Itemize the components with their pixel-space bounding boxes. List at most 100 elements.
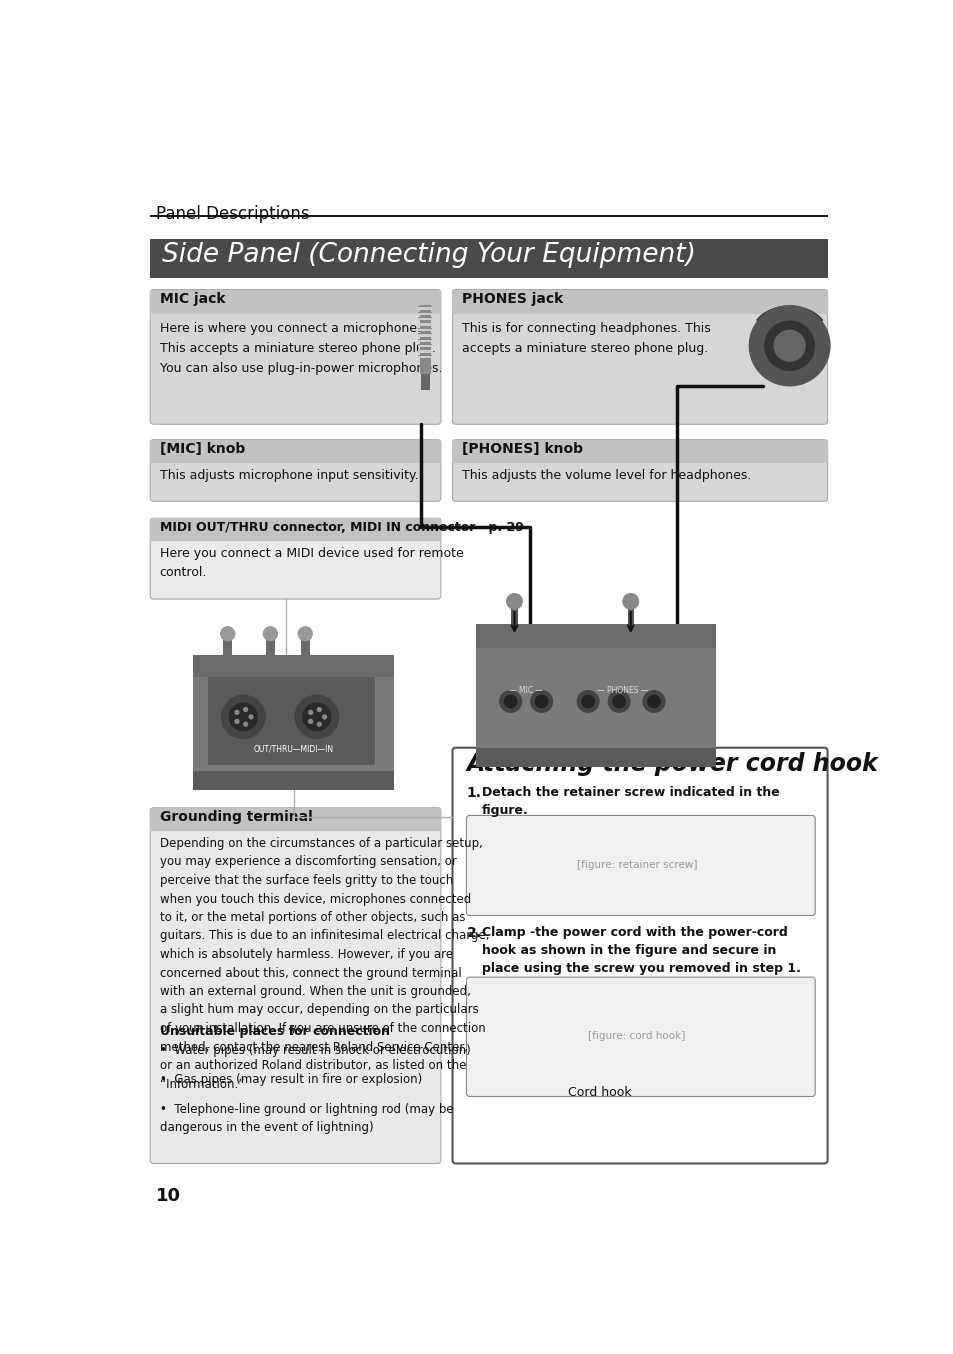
Text: Unsuitable places for connection: Unsuitable places for connection [159, 1025, 389, 1039]
Text: — MIC —: — MIC — [509, 686, 542, 695]
Circle shape [243, 722, 248, 726]
Circle shape [234, 711, 238, 715]
Bar [476, 624, 716, 766]
Text: Detach the retainer screw indicated in the
figure.: Detach the retainer screw indicated in t… [481, 787, 779, 818]
Text: 1.: 1. [466, 787, 481, 800]
Bar [418, 306, 432, 310]
Bar [418, 322, 432, 326]
FancyBboxPatch shape [452, 747, 827, 1163]
Text: This adjusts microphone input sensitivity.: This adjusts microphone input sensitivit… [159, 468, 417, 482]
Bar [418, 333, 432, 337]
Text: MIC jack: MIC jack [159, 292, 225, 306]
Bar [418, 338, 432, 343]
Circle shape [647, 696, 659, 708]
Circle shape [622, 593, 638, 609]
Circle shape [530, 691, 552, 712]
Bar [476, 747, 716, 766]
Circle shape [504, 696, 517, 708]
Text: 10: 10 [155, 1186, 180, 1205]
Bar [418, 328, 432, 332]
FancyBboxPatch shape [150, 808, 440, 1163]
Circle shape [577, 691, 598, 712]
Text: Grounding terminal: Grounding terminal [159, 810, 312, 825]
Text: This adjusts the volume level for headphones.: This adjusts the volume level for headph… [461, 468, 750, 482]
Circle shape [506, 593, 521, 609]
Text: Here you connect a MIDI device used for remote
control.: Here you connect a MIDI device used for … [159, 547, 463, 580]
Bar [418, 311, 432, 315]
Circle shape [220, 627, 234, 640]
Bar [208, 677, 375, 765]
Circle shape [322, 715, 326, 719]
Bar [627, 601, 633, 628]
Circle shape [773, 330, 804, 362]
Text: Clamp -the power cord with the power-cord
hook as shown in the figure and secure: Clamp -the power cord with the power-cor… [481, 926, 800, 975]
Bar [150, 240, 827, 278]
Text: PHONES jack: PHONES jack [461, 292, 562, 306]
Text: •  Telephone-line ground or lightning rod (may be
dangerous in the event of ligh: • Telephone-line ground or lightning rod… [159, 1102, 453, 1133]
FancyBboxPatch shape [150, 519, 440, 598]
Circle shape [243, 708, 248, 711]
Text: Panel Descriptions: Panel Descriptions [155, 204, 309, 223]
Circle shape [309, 711, 313, 715]
Text: 2.: 2. [466, 926, 481, 940]
FancyBboxPatch shape [466, 815, 815, 915]
Circle shape [229, 703, 257, 731]
FancyBboxPatch shape [452, 440, 827, 501]
Circle shape [234, 719, 238, 723]
Circle shape [249, 715, 253, 719]
Bar [150, 808, 440, 831]
Circle shape [612, 696, 624, 708]
Text: Attaching the power cord hook: Attaching the power cord hook [466, 751, 878, 776]
Text: This is for connecting headphones. This
accepts a miniature stereo phone plug.: This is for connecting headphones. This … [461, 322, 710, 355]
Circle shape [263, 627, 277, 640]
Circle shape [535, 696, 547, 708]
Bar [300, 634, 310, 658]
Bar [418, 355, 432, 357]
Bar [418, 349, 432, 352]
Bar [266, 634, 274, 658]
Bar [452, 290, 827, 314]
Bar [193, 655, 394, 677]
Circle shape [298, 627, 312, 640]
Circle shape [309, 719, 313, 723]
Circle shape [317, 722, 321, 726]
Text: [PHONES] knob: [PHONES] knob [461, 441, 582, 456]
Bar [150, 215, 827, 217]
Text: •  Gas pipes (may result in fire or explosion): • Gas pipes (may result in fire or explo… [159, 1074, 421, 1086]
Bar [150, 519, 440, 542]
Bar [419, 305, 431, 374]
Bar [418, 344, 432, 347]
Bar [150, 290, 440, 314]
Bar [452, 440, 827, 463]
Bar [511, 601, 517, 628]
Circle shape [303, 703, 331, 731]
Text: Cord hook: Cord hook [567, 1086, 631, 1099]
Bar [150, 440, 440, 463]
Circle shape [221, 696, 265, 738]
Circle shape [764, 321, 814, 371]
Circle shape [642, 691, 664, 712]
Text: [MIC] knob: [MIC] knob [159, 441, 245, 456]
Circle shape [608, 691, 629, 712]
FancyBboxPatch shape [466, 978, 815, 1097]
Bar [476, 624, 716, 647]
Text: — PHONES —: — PHONES — [597, 686, 648, 695]
Text: Side Panel (Connecting Your Equipment): Side Panel (Connecting Your Equipment) [162, 242, 695, 268]
FancyBboxPatch shape [452, 290, 827, 424]
Text: Here is where you connect a microphone.
This accepts a miniature stereo phone pl: Here is where you connect a microphone. … [159, 322, 441, 375]
FancyBboxPatch shape [150, 290, 440, 424]
Text: MIDI OUT/THRU connector, MIDI IN connector   p. 29: MIDI OUT/THRU connector, MIDI IN connect… [159, 520, 523, 533]
Text: •  Water pipes (may result in shock or electrocution): • Water pipes (may result in shock or el… [159, 1044, 470, 1057]
Circle shape [581, 696, 594, 708]
Text: [figure: retainer screw]: [figure: retainer screw] [577, 861, 697, 871]
Bar [418, 317, 432, 321]
Circle shape [748, 306, 829, 386]
Text: [figure: cord hook]: [figure: cord hook] [588, 1032, 685, 1041]
Text: OUT/THRU—MIDI—IN: OUT/THRU—MIDI—IN [253, 745, 334, 754]
Bar [193, 655, 394, 789]
Bar [223, 634, 233, 658]
Circle shape [499, 691, 521, 712]
Circle shape [294, 696, 338, 738]
Bar [193, 770, 394, 789]
Circle shape [317, 708, 321, 711]
